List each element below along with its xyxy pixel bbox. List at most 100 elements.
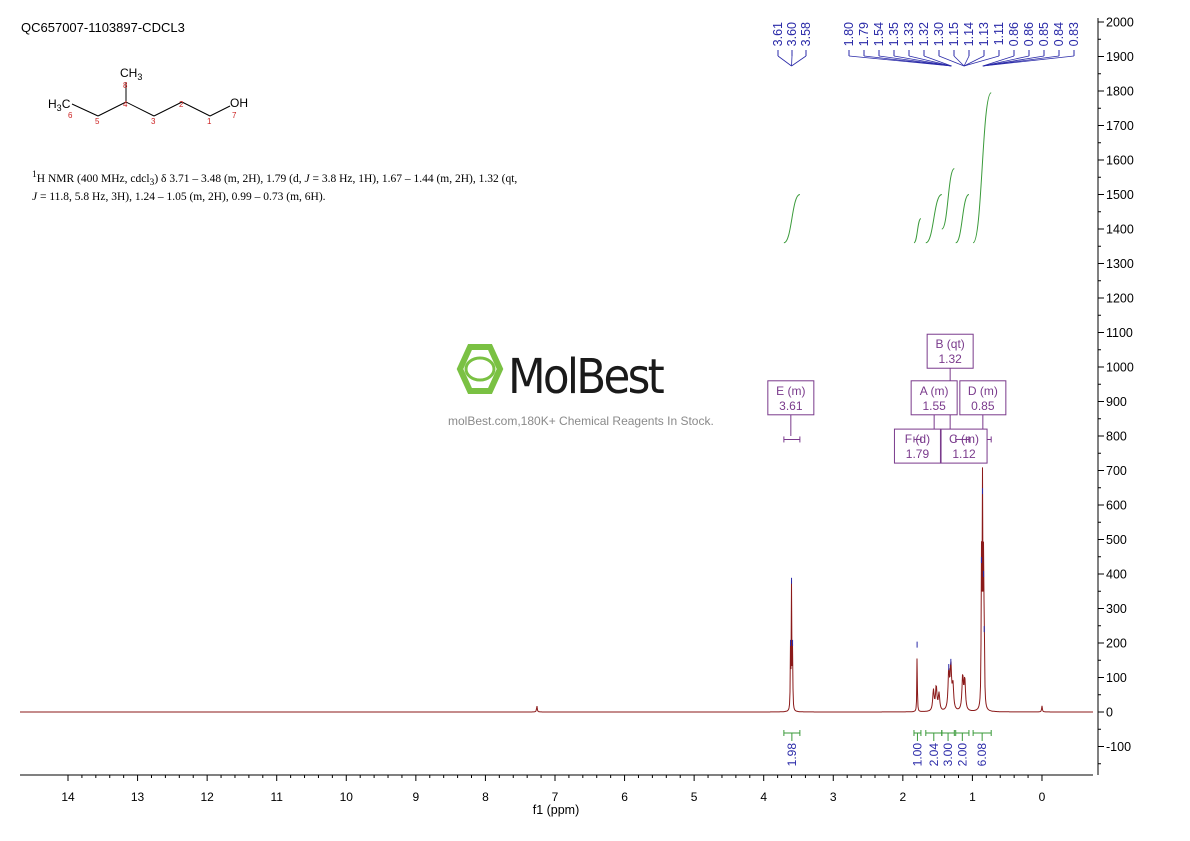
peak-label: 1.30 xyxy=(932,22,946,46)
x-tick-label: 3 xyxy=(830,790,837,804)
peak-label: 3.60 xyxy=(785,22,799,46)
y-tick-label: 100 xyxy=(1106,671,1127,685)
x-tick-label: 5 xyxy=(691,790,698,804)
multiplet-shift: 1.12 xyxy=(952,447,976,461)
integral-value: 1.98 xyxy=(785,743,799,767)
y-tick-label: -100 xyxy=(1106,740,1131,754)
peak-label: 0.86 xyxy=(1007,22,1021,46)
peak-label: 1.54 xyxy=(872,22,886,46)
peak-label: 0.85 xyxy=(1037,22,1051,46)
atom-number-4: 4 xyxy=(123,100,128,109)
x-tick-label: 2 xyxy=(899,790,906,804)
description-part-2: ) δ 3.71 – 3.48 (m, 2H), 1.79 (d, xyxy=(154,172,305,185)
y-tick-label: 1700 xyxy=(1106,119,1134,133)
coupling-j-1: J xyxy=(304,172,310,185)
spectrum-line xyxy=(20,467,1093,713)
x-tick-label: 7 xyxy=(552,790,559,804)
y-tick-label: 1100 xyxy=(1106,326,1133,340)
coupling-j-2: J xyxy=(32,191,38,204)
y-tick-label: 400 xyxy=(1106,568,1127,582)
peak-label: 1.14 xyxy=(962,22,976,46)
peak-label-leader xyxy=(982,55,1015,67)
integral-value: 6.08 xyxy=(975,743,989,767)
y-tick-label: 2000 xyxy=(1106,16,1134,30)
integral-curve xyxy=(783,194,801,244)
multiplet-label: E (m) xyxy=(776,384,805,398)
peak-label: 1.35 xyxy=(887,22,901,46)
peak-label: 3.61 xyxy=(771,22,785,46)
x-tick-label: 10 xyxy=(340,790,354,804)
isotope-superscript: 1 xyxy=(32,169,37,180)
watermark-brand: MolBest xyxy=(508,349,664,405)
x-tick-label: 9 xyxy=(413,790,420,804)
molecule-structure: CH3 H3C OH 8 4 2 6 5 3 1 7 xyxy=(48,66,248,126)
integral-curve xyxy=(913,218,922,244)
atom-number-5: 5 xyxy=(95,117,100,126)
atom-number-2: 2 xyxy=(179,100,184,109)
x-tick-label: 13 xyxy=(131,790,145,804)
multiplet-box xyxy=(910,380,958,416)
peak-label: 1.32 xyxy=(917,22,931,46)
y-tick-label: 1600 xyxy=(1106,154,1134,168)
multiplets: E (m)3.61B (qt)1.32A (m)1.55D (m)0.85F (… xyxy=(767,333,1007,464)
x-tick-label: 8 xyxy=(482,790,489,804)
multiplet-box xyxy=(959,380,1007,416)
y-tick-label: 800 xyxy=(1106,430,1127,444)
integral-curve xyxy=(925,194,943,244)
solvent-subscript: 3 xyxy=(149,177,155,189)
y-tick-label: 900 xyxy=(1106,395,1127,409)
multiplet-box xyxy=(767,380,815,416)
peak-label-leader xyxy=(953,55,965,67)
y-tick-label: 600 xyxy=(1106,499,1127,513)
nmr-description: 1H NMR (400 MHz, cdcl3) δ 3.71 – 3.48 (m… xyxy=(32,167,632,205)
peak-label: 0.83 xyxy=(1067,22,1081,46)
y-tick-label: 0 xyxy=(1106,706,1113,720)
x-tick-label: 12 xyxy=(200,790,214,804)
peak-label: 1.33 xyxy=(902,22,916,46)
y-tick-label: 1800 xyxy=(1106,85,1134,99)
integral-curve xyxy=(941,168,955,230)
description-part-4: = 11.8, 5.8 Hz, 3H), 1.24 – 1.05 (m, 2H)… xyxy=(37,191,326,204)
peak-label-leader xyxy=(908,55,952,67)
atom-h3c: H3C xyxy=(48,97,71,113)
peak-label-leader xyxy=(923,55,952,67)
peak-label-leader xyxy=(791,55,807,67)
peak-label-leader xyxy=(878,55,952,67)
atom-number-3: 3 xyxy=(151,117,156,126)
multiplet-shift: 0.85 xyxy=(971,399,995,413)
axes xyxy=(20,18,1099,776)
y-tick-label: 1000 xyxy=(1106,361,1134,375)
y-tick-label: 1500 xyxy=(1106,188,1134,202)
multiplet-shift: 3.61 xyxy=(779,399,803,413)
atom-number-7: 7 xyxy=(232,111,237,120)
multiplet-label: A (m) xyxy=(920,384,949,398)
y-tick-label: 700 xyxy=(1106,464,1127,478)
integrals: 1.98 1.00 2.04 3.00 2.00 6.08 xyxy=(783,92,992,767)
integral-value: 2.00 xyxy=(955,743,969,767)
peak-label-leader xyxy=(982,55,1030,67)
peak-label-leader xyxy=(893,55,952,67)
peak-label: 1.11 xyxy=(992,22,1006,45)
multiplet-label: B (qt) xyxy=(935,337,964,351)
y-tick-label: 1300 xyxy=(1106,257,1134,271)
multiplet-label: D (m) xyxy=(968,384,998,398)
x-axis-label: f1 (ppm) xyxy=(533,803,580,817)
peak-label-leader xyxy=(982,55,1075,67)
x-tick-label: 11 xyxy=(270,790,283,804)
y-tick-label: 1200 xyxy=(1106,292,1134,306)
peak-label-leader xyxy=(777,55,792,67)
atom-ch3-top: CH3 xyxy=(120,66,142,82)
integral-curve xyxy=(955,194,970,244)
integral-curve xyxy=(972,92,992,244)
multiplet-box xyxy=(940,428,988,464)
peak-label: 3.58 xyxy=(799,22,813,46)
atom-number-8: 8 xyxy=(123,81,128,90)
peak-label-leader xyxy=(963,55,970,67)
multiplet-shift: 1.79 xyxy=(906,447,930,461)
watermark-url: molBest.com,180K+ Chemical Reagents In S… xyxy=(448,414,714,428)
multiplet-box xyxy=(893,428,941,464)
peak-label-leader xyxy=(963,55,985,67)
integral-value: 2.04 xyxy=(927,743,941,767)
atom-oh: OH xyxy=(230,96,248,110)
